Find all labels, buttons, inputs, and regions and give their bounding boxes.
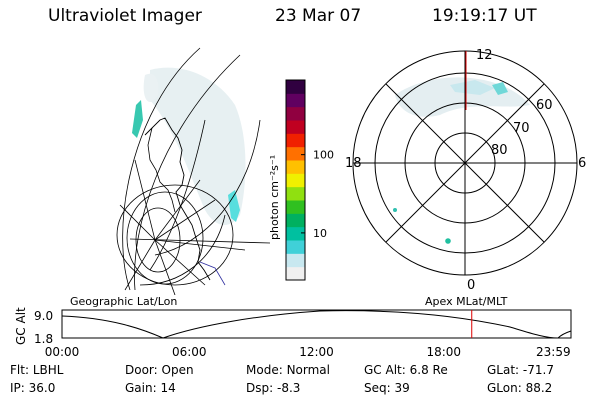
colorbar-segment bbox=[286, 120, 305, 134]
info-mode: Mode: Normal bbox=[246, 363, 330, 377]
colorbar-segment bbox=[286, 253, 305, 268]
orbit-xtick-label: 18:00 bbox=[426, 345, 461, 359]
colorbar-segment bbox=[286, 200, 305, 214]
info-seq: Seq: 39 bbox=[364, 381, 410, 395]
mlt-label-6: 6 bbox=[578, 156, 586, 171]
date-label: 23 Mar 07 bbox=[275, 6, 362, 26]
colorbar-segment bbox=[286, 213, 305, 228]
colorbar-segment bbox=[286, 93, 305, 108]
time-label: 19:19:17 UT bbox=[432, 6, 537, 26]
colorbar-segment bbox=[286, 186, 305, 201]
aurora-spot bbox=[445, 238, 451, 244]
colorbar-segment bbox=[286, 80, 305, 94]
mlt-label-18: 18 bbox=[345, 156, 362, 171]
orbit-ytick-max: 9.0 bbox=[34, 309, 53, 323]
lat-label-70: 70 bbox=[513, 121, 530, 136]
mlt-label-12: 12 bbox=[476, 48, 493, 63]
lat-label-60: 60 bbox=[536, 98, 553, 113]
info-glat: GLat: -71.7 bbox=[487, 363, 554, 377]
aurora-arc bbox=[132, 100, 143, 138]
colorbar: 100 10 photon cm⁻²s⁻¹ bbox=[268, 79, 334, 281]
orbit-xtick-label: 12:00 bbox=[299, 345, 334, 359]
colorbar-segment bbox=[286, 133, 305, 148]
instrument-title: Ultraviolet Imager bbox=[48, 6, 202, 26]
colorbar-segment bbox=[286, 226, 305, 241]
info-flt: Flt: LBHL bbox=[10, 363, 64, 377]
colorbar-segment bbox=[286, 266, 305, 281]
orbit-xtick-label: 06:00 bbox=[172, 345, 207, 359]
colorbar-segment bbox=[286, 173, 305, 188]
aurora-spot bbox=[393, 208, 397, 212]
orbit-plot: 00:00 06:00 12:00 18:00 23:59 GC Alt 9.0 1.8 bbox=[14, 307, 572, 359]
colorbar-tick-label: 10 bbox=[313, 227, 327, 240]
colorbar-unit-label: photon cm⁻²s⁻¹ bbox=[268, 155, 281, 240]
polar-map-label: Apex MLat/MLT bbox=[425, 295, 508, 308]
orbit-xtick-label: 23:59 bbox=[536, 345, 571, 359]
colorbar-segment bbox=[286, 160, 305, 174]
info-gain: Gain: 14 bbox=[125, 381, 176, 395]
info-dsp: Dsp: -8.3 bbox=[246, 381, 301, 395]
mlt-label-0: 0 bbox=[467, 278, 475, 293]
info-gc-alt: GC Alt: 6.8 Re bbox=[364, 363, 448, 377]
colorbar-segment bbox=[286, 146, 305, 161]
polar-map: 12 18 6 0 60 70 80 bbox=[345, 48, 586, 293]
geographic-map bbox=[116, 47, 271, 295]
orbit-ytick-min: 1.8 bbox=[34, 332, 53, 346]
colorbar-tick-label: 100 bbox=[313, 149, 334, 162]
orbit-ylabel: GC Alt bbox=[14, 307, 28, 345]
info-door: Door: Open bbox=[125, 363, 194, 377]
info-ip: IP: 36.0 bbox=[10, 381, 56, 395]
colorbar-segment bbox=[286, 106, 305, 121]
info-glon: GLon: 88.2 bbox=[487, 381, 553, 395]
orbit-xtick-label: 00:00 bbox=[45, 345, 80, 359]
coastline bbox=[144, 117, 211, 281]
lat-label-80: 80 bbox=[491, 143, 508, 158]
orbit-altitude-curve bbox=[61, 310, 572, 339]
geographic-map-label: Geographic Lat/Lon bbox=[70, 295, 178, 308]
colorbar-segment bbox=[286, 240, 305, 254]
